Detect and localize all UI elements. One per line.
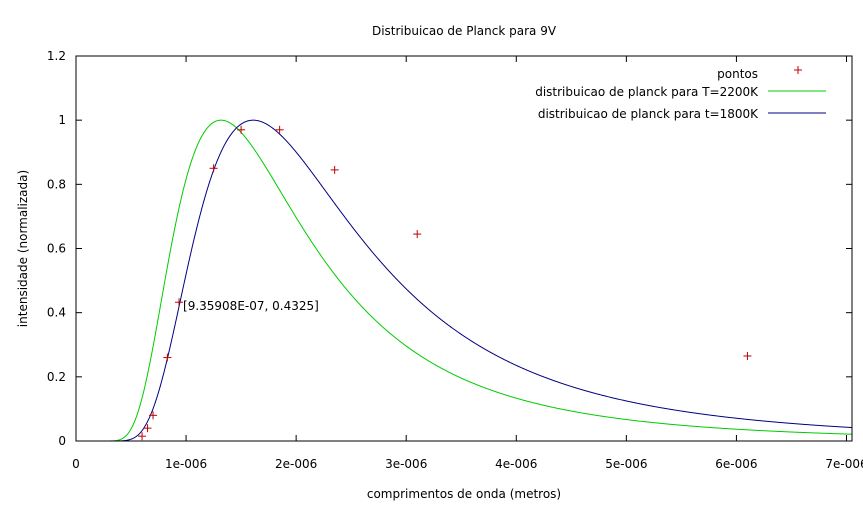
y-tick-label: 0.2	[47, 370, 66, 384]
legend-label: distribuicao de planck para T=2200K	[535, 85, 759, 99]
legend: pontos distribuicao de planck para T=2200…	[535, 66, 826, 121]
x-tick-label: 7e-006	[825, 457, 863, 471]
x-tick-label: 6e-006	[715, 457, 757, 471]
data-point-marker	[209, 164, 218, 173]
y-tick-label: 0.4	[47, 306, 66, 320]
y-tick-label: 0	[58, 434, 66, 448]
y-tick-label: 0.8	[47, 177, 66, 191]
data-point-marker	[149, 411, 158, 420]
chart-title: Distribuicao de Planck para 9V	[372, 24, 557, 38]
data-point-marker	[237, 125, 246, 134]
x-tick-label: 2e-006	[275, 457, 317, 471]
x-tick-label: 4e-006	[495, 457, 537, 471]
y-axis-label: intensidade (normalizada)	[16, 170, 30, 327]
x-tick-label: 5e-006	[605, 457, 647, 471]
series-line-1800k	[109, 119, 853, 442]
data-point-marker	[143, 424, 152, 433]
y-tick-label: 0.6	[47, 242, 66, 256]
axis-ticks: 0 1e-006 2e-006 3e-006 4e-006 5e-006 6e-006 7e-…	[47, 49, 863, 471]
data-point-marker	[163, 353, 172, 362]
y-tick-label: 1	[58, 113, 66, 127]
series-layer	[109, 119, 853, 442]
y-tick-label: 1.2	[47, 49, 66, 63]
data-point-marker	[275, 125, 284, 134]
x-tick-label: 0	[72, 457, 80, 471]
data-point-marker	[138, 432, 147, 441]
series-line-2200k	[109, 119, 853, 442]
point-annotation: [9.35908E-07, 0.4325]	[183, 299, 319, 313]
legend-label: distribuicao de planck para t=1800K	[538, 107, 759, 121]
x-axis-label: comprimentos de onda (metros)	[367, 487, 561, 501]
x-tick-label: 3e-006	[385, 457, 427, 471]
legend-label: pontos	[717, 67, 758, 81]
data-point-marker	[413, 230, 422, 239]
data-point-marker	[743, 351, 752, 360]
data-point-marker	[330, 165, 339, 174]
data-point-marker	[175, 298, 184, 307]
x-tick-label: 1e-006	[165, 457, 207, 471]
